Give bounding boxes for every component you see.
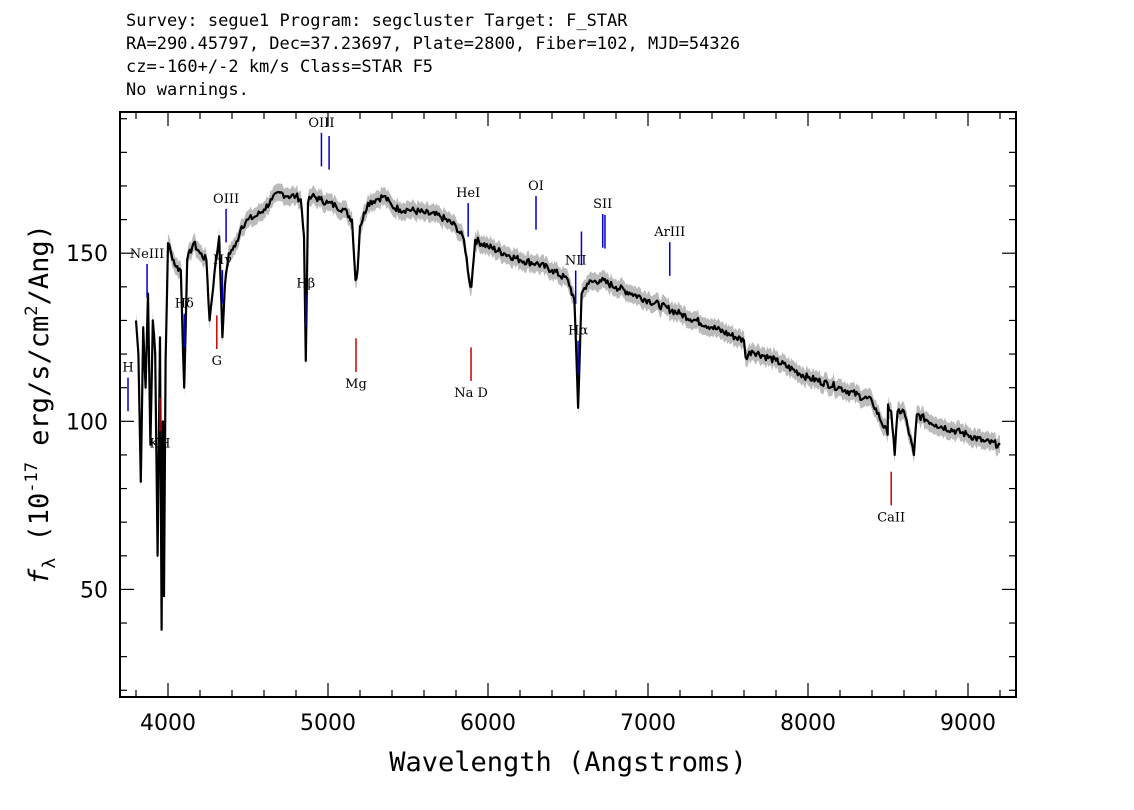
marker-label-9: OI: [528, 179, 544, 194]
marker-label-4: OIII: [213, 192, 239, 207]
x-tick-label: 9000: [940, 711, 996, 736]
marker-label-11: Hα: [568, 324, 588, 339]
marker-label-18: Mg: [345, 377, 367, 392]
y-tick-label: 50: [80, 578, 108, 603]
y-axis-label: fλ (10-17 erg/s/cm2/Ang): [22, 224, 60, 585]
marker-label-10: NII: [565, 253, 587, 268]
x-tick-label: 4000: [140, 711, 196, 736]
x-tick-label: 6000: [460, 711, 516, 736]
marker-label-13: SII: [593, 197, 612, 212]
marker-label-1: NeIII: [130, 247, 164, 262]
marker-label-5: Hβ: [296, 277, 315, 292]
x-axis-label: Wavelength (Angstroms): [389, 747, 747, 778]
spectral-line-markers: H NeIII Hδ Hγ OIII Hβ OIII HeI OI NII Hα SII ArIII KH…: [122, 116, 905, 526]
spectrum-header: Survey: segue1 Program: segcluster Targe…: [126, 10, 740, 102]
marker-label-8: HeI: [456, 186, 480, 201]
header-survey-line: Survey: segue1 Program: segcluster Targe…: [126, 11, 628, 31]
marker-label-19: Na D: [454, 386, 488, 401]
error-band-layer: [136, 183, 1000, 639]
header-warnings-line: No warnings.: [126, 80, 249, 100]
marker-label-16: KH: [149, 436, 170, 451]
header-coordinates-line: RA=290.45797, Dec=37.23697, Plate=2800, …: [126, 34, 741, 54]
y-tick-label: 150: [66, 242, 108, 267]
marker-label-20: CaII: [877, 510, 905, 525]
x-tick-label: 8000: [780, 711, 836, 736]
marker-label-3: Hγ: [213, 253, 232, 268]
x-tick-label: 7000: [620, 711, 676, 736]
marker-label-6: OIII: [308, 116, 334, 131]
marker-label-0: H: [122, 361, 133, 376]
spectrum-line: [134, 190, 1001, 631]
header-redshift-line: cz=-160+/-2 km/s Class=STAR F5: [126, 57, 434, 77]
marker-label-17: G: [212, 354, 222, 369]
x-tick-label: 5000: [300, 711, 356, 736]
y-tick-label: 100: [66, 410, 108, 435]
axis-ticks: 4000 5000 6000 7000 8000 9000 50 100 150: [66, 112, 1016, 736]
plot-frame: [119, 111, 1017, 698]
error-band: [136, 183, 1000, 639]
marker-label-15: ArIII: [653, 225, 685, 240]
spectrum-line-layer: [134, 190, 1001, 631]
marker-label-2: Hδ: [175, 297, 194, 312]
